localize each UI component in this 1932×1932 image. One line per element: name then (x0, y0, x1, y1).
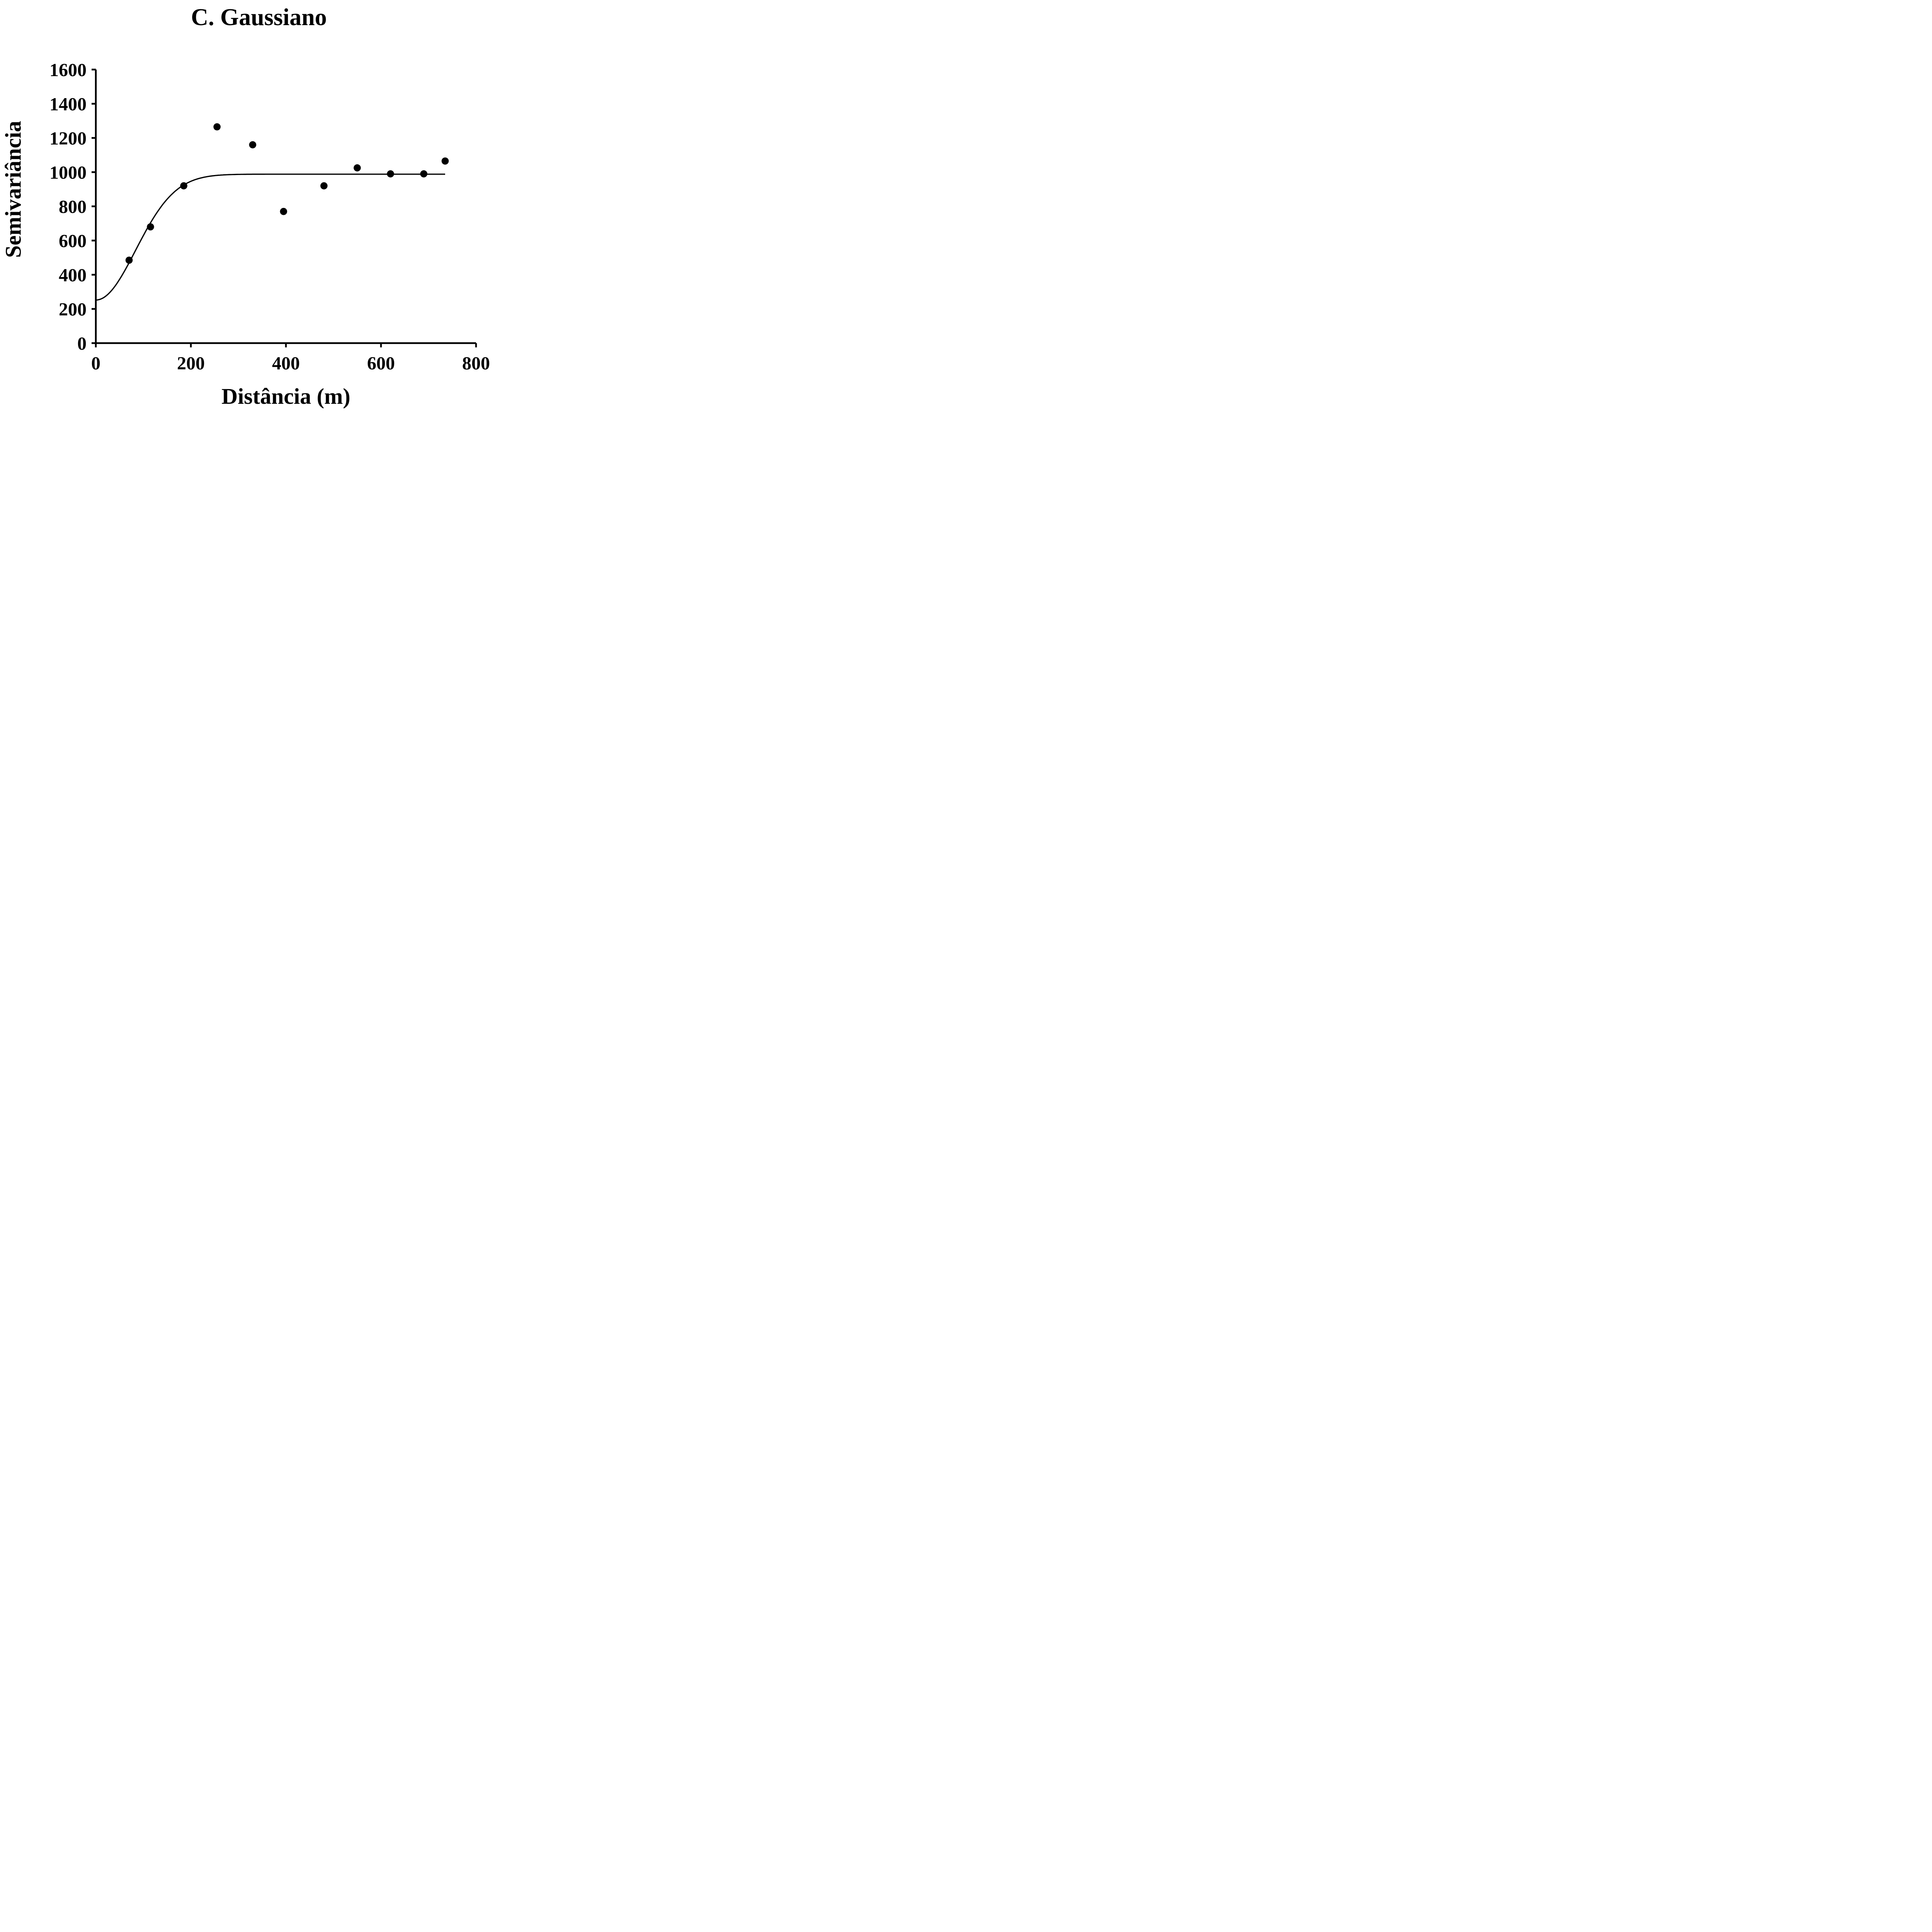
y-tick-label: 1000 (49, 163, 87, 183)
chart-figure: C. Gaussiano Semivariância Distância (m)… (0, 0, 497, 418)
plot-area: 0 200 400 600 800 1000 1200 1400 1600 0 200 400 600 8… (49, 60, 490, 374)
y-tick-label: 400 (59, 265, 87, 286)
y-tick-label: 800 (59, 197, 87, 217)
data-point (354, 164, 361, 172)
y-tick-label: 0 (77, 333, 87, 354)
data-point (180, 182, 187, 190)
y-tick-label: 1600 (49, 60, 87, 80)
data-point (147, 223, 154, 231)
data-point (441, 157, 449, 165)
data-point (280, 207, 287, 215)
model-curve (95, 173, 445, 301)
x-tick-label: 200 (177, 353, 205, 374)
y-tick-label: 1200 (49, 128, 87, 149)
data-point (213, 123, 221, 131)
y-tick-label: 1400 (49, 94, 87, 115)
data-point (420, 170, 427, 178)
chart-title: C. Gaussiano (191, 4, 327, 31)
data-point (387, 170, 394, 178)
data-point (125, 257, 133, 264)
x-tick-label: 600 (367, 353, 395, 374)
x-tick-label: 800 (462, 353, 490, 374)
data-point (249, 141, 257, 149)
x-tick-label: 0 (91, 353, 100, 374)
y-tick-label: 600 (59, 231, 87, 252)
x-tick-label: 400 (272, 353, 300, 374)
x-axis-title: Distância (m) (221, 384, 350, 409)
y-tick-label: 200 (59, 299, 87, 320)
data-point (320, 182, 328, 190)
